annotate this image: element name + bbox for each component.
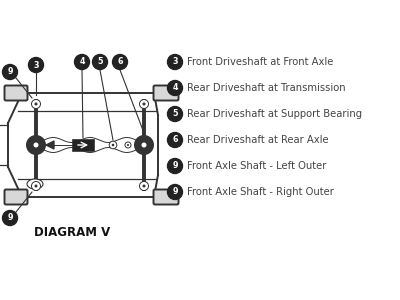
Circle shape bbox=[142, 184, 146, 188]
Circle shape bbox=[168, 55, 182, 70]
Circle shape bbox=[109, 141, 117, 149]
Text: Front Driveshaft at Front Axle: Front Driveshaft at Front Axle bbox=[187, 57, 333, 67]
Text: 4: 4 bbox=[79, 58, 85, 67]
Circle shape bbox=[34, 184, 38, 188]
Text: Rear Driveshaft at Transmission: Rear Driveshaft at Transmission bbox=[187, 83, 346, 93]
FancyBboxPatch shape bbox=[154, 85, 178, 100]
Circle shape bbox=[168, 80, 182, 95]
Circle shape bbox=[28, 58, 44, 73]
Circle shape bbox=[142, 142, 146, 148]
Text: 5: 5 bbox=[97, 58, 103, 67]
Circle shape bbox=[125, 142, 131, 148]
Circle shape bbox=[140, 100, 148, 109]
Circle shape bbox=[168, 184, 182, 200]
Ellipse shape bbox=[27, 179, 43, 189]
Circle shape bbox=[134, 135, 154, 155]
Bar bbox=[72, 139, 94, 151]
Circle shape bbox=[112, 55, 128, 70]
Circle shape bbox=[26, 135, 46, 155]
Text: Rear Driveshaft at Rear Axle: Rear Driveshaft at Rear Axle bbox=[187, 135, 329, 145]
Text: 9: 9 bbox=[7, 68, 13, 76]
Text: Front Axle Shaft - Left Outer: Front Axle Shaft - Left Outer bbox=[187, 161, 326, 171]
Text: Front Axle Shaft - Right Outer: Front Axle Shaft - Right Outer bbox=[187, 187, 334, 197]
Circle shape bbox=[2, 64, 18, 80]
Text: 6: 6 bbox=[172, 136, 178, 145]
Circle shape bbox=[168, 158, 182, 173]
Circle shape bbox=[168, 106, 182, 122]
Text: 9: 9 bbox=[172, 161, 178, 170]
FancyBboxPatch shape bbox=[4, 190, 28, 205]
Circle shape bbox=[2, 211, 18, 226]
Polygon shape bbox=[46, 141, 54, 149]
Circle shape bbox=[112, 144, 114, 146]
Text: Rear Driveshaft at Support Bearing: Rear Driveshaft at Support Bearing bbox=[187, 109, 362, 119]
Circle shape bbox=[168, 133, 182, 148]
Circle shape bbox=[74, 55, 90, 70]
Circle shape bbox=[32, 100, 40, 109]
Text: 3: 3 bbox=[33, 61, 39, 70]
Text: 6: 6 bbox=[117, 58, 123, 67]
Text: 5: 5 bbox=[172, 110, 178, 118]
Circle shape bbox=[34, 103, 38, 106]
Circle shape bbox=[127, 144, 129, 146]
Text: 3: 3 bbox=[172, 58, 178, 67]
Text: DIAGRAM V: DIAGRAM V bbox=[34, 226, 110, 238]
FancyBboxPatch shape bbox=[154, 190, 178, 205]
Text: 4: 4 bbox=[172, 83, 178, 92]
Circle shape bbox=[32, 182, 40, 190]
Circle shape bbox=[140, 182, 148, 190]
Text: 9: 9 bbox=[172, 188, 178, 196]
Circle shape bbox=[142, 103, 146, 106]
Circle shape bbox=[34, 142, 38, 148]
FancyBboxPatch shape bbox=[4, 85, 28, 100]
Circle shape bbox=[92, 55, 108, 70]
Text: 9: 9 bbox=[7, 214, 13, 223]
